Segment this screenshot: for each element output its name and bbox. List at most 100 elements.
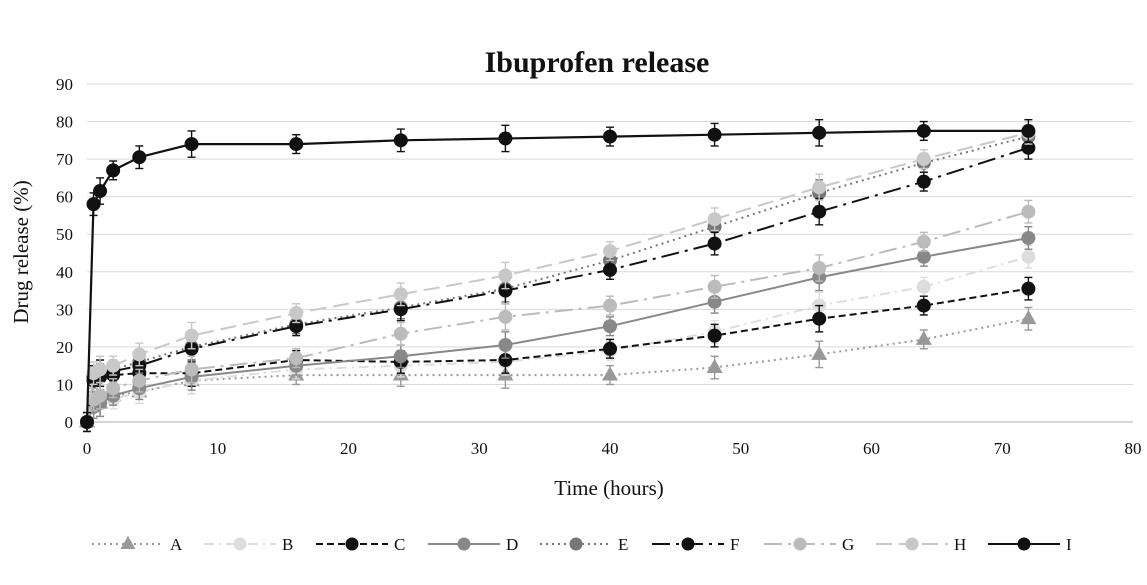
legend-item-A: A	[92, 535, 183, 554]
data-point	[1021, 204, 1036, 219]
data-point	[132, 150, 147, 165]
series-line	[85, 129, 1029, 423]
data-point	[916, 249, 931, 264]
data-point	[498, 309, 513, 324]
legend-marker	[905, 537, 919, 551]
data-point	[393, 349, 408, 364]
data-point	[603, 244, 617, 259]
legend-marker	[1017, 537, 1031, 551]
y-tick-label: 10	[56, 375, 73, 394]
data-point	[1021, 281, 1036, 296]
data-point	[132, 347, 147, 362]
data-point	[915, 330, 932, 345]
legend-item-H: H	[876, 535, 966, 554]
legend-marker	[233, 537, 247, 551]
legend-label: F	[730, 535, 739, 554]
data-point	[106, 381, 121, 396]
data-point	[707, 212, 722, 227]
y-tick-label: 70	[56, 150, 73, 169]
series-H	[80, 120, 1036, 433]
series-line	[86, 131, 1029, 423]
x-tick-label: 70	[994, 439, 1011, 458]
data-point	[916, 234, 931, 249]
legend-marker	[569, 537, 583, 551]
series-line	[86, 255, 1029, 423]
legend-item-C: C	[316, 535, 405, 554]
series-C	[80, 276, 1036, 433]
x-tick-label: 20	[340, 439, 357, 458]
data-point	[289, 306, 304, 321]
legend-label: G	[842, 535, 854, 554]
data-point	[812, 125, 827, 140]
series-I	[80, 118, 1036, 433]
series-F	[80, 135, 1036, 433]
x-axis-label: Time (hours)	[554, 476, 663, 500]
x-tick-label: 0	[83, 439, 92, 458]
data-point	[812, 261, 827, 276]
series-line	[86, 210, 1029, 423]
data-point	[393, 287, 408, 302]
data-point	[1021, 249, 1036, 264]
legend-label: B	[282, 535, 293, 554]
y-tick-label: 90	[56, 75, 73, 94]
data-point	[1020, 310, 1037, 325]
data-point	[289, 351, 304, 366]
x-tick-label: 60	[863, 439, 880, 458]
legend-label: A	[170, 535, 183, 554]
series-line	[86, 287, 1029, 423]
data-point	[106, 163, 121, 178]
y-tick-label: 20	[56, 338, 73, 357]
legend-label: I	[1066, 535, 1072, 554]
legend-label: H	[954, 535, 966, 554]
data-point	[603, 341, 617, 356]
legend-marker	[457, 537, 471, 551]
legend-marker	[120, 535, 136, 550]
series-line	[86, 237, 1029, 423]
data-point	[916, 298, 931, 313]
data-point	[1021, 230, 1036, 245]
legend-item-D: D	[428, 535, 518, 554]
x-tick-label: 10	[209, 439, 226, 458]
data-point	[93, 362, 108, 377]
series-layer	[78, 118, 1037, 433]
x-tick-label: 50	[732, 439, 749, 458]
data-point	[498, 131, 513, 146]
data-point	[916, 152, 931, 167]
x-tick-label: 80	[1125, 439, 1142, 458]
legend-marker	[345, 537, 359, 551]
legend: A B C D E F G H I	[92, 535, 1072, 554]
y-tick-label: 30	[56, 300, 73, 319]
data-point	[393, 326, 408, 341]
data-point	[707, 236, 722, 251]
series-G	[80, 199, 1036, 433]
series-E	[80, 124, 1036, 433]
legend-item-I: I	[988, 535, 1072, 554]
legend-marker	[793, 537, 807, 551]
data-point	[93, 388, 108, 403]
series-B	[80, 244, 1036, 433]
y-tick-label: 60	[56, 188, 73, 207]
legend-item-B: B	[204, 535, 293, 554]
data-point	[707, 328, 722, 343]
data-point	[498, 268, 513, 283]
y-tick-label: 40	[56, 263, 73, 282]
legend-item-G: G	[764, 535, 854, 554]
data-point	[916, 174, 931, 189]
legend-item-E: E	[540, 535, 628, 554]
data-point	[1021, 123, 1036, 138]
legend-item-F: F	[652, 535, 739, 554]
x-tick-label: 40	[602, 439, 619, 458]
y-tick-label: 50	[56, 225, 73, 244]
data-point	[184, 362, 199, 377]
series-line	[86, 146, 1029, 423]
x-tick-labels: 0 10 20 30 40 50 60 70 80	[83, 439, 1142, 458]
legend-marker	[681, 537, 695, 551]
data-point	[601, 366, 619, 381]
data-point	[603, 129, 617, 144]
data-point	[812, 180, 827, 195]
data-point	[184, 328, 199, 343]
data-point	[603, 298, 617, 313]
data-point	[811, 345, 828, 360]
